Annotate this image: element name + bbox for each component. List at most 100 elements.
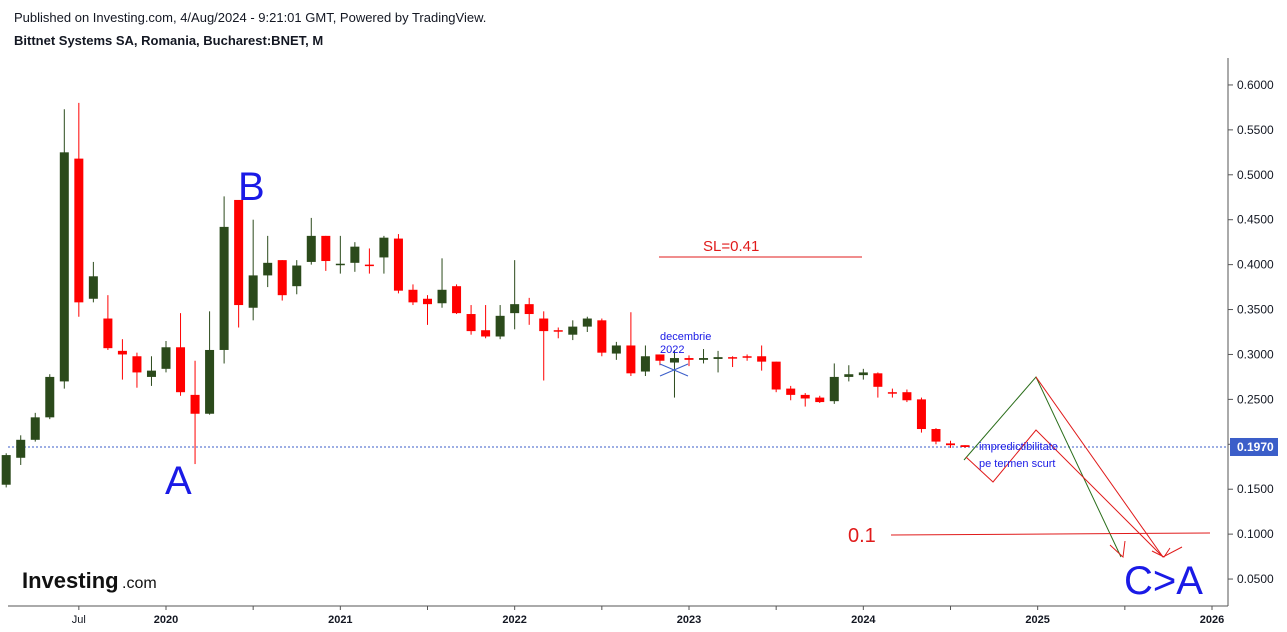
candle: [59, 109, 69, 389]
candle-body: [844, 374, 854, 377]
candle-body: [597, 320, 607, 353]
candle-body: [786, 388, 796, 395]
candle-body: [524, 304, 534, 315]
candle: [902, 389, 912, 403]
candle: [539, 311, 549, 381]
candle: [306, 217, 316, 265]
candle-body: [205, 349, 215, 414]
candle-body: [887, 392, 897, 394]
candle: [800, 393, 810, 407]
candle-body: [263, 262, 273, 276]
impred-label-2: pe termen scurt: [979, 458, 1055, 470]
x-tick-label: 2026: [1200, 614, 1224, 626]
candle-body: [916, 399, 926, 430]
candle: [379, 235, 389, 274]
candle: [117, 339, 127, 380]
candle: [786, 385, 796, 401]
candle-body: [364, 264, 374, 267]
candle-body: [960, 445, 970, 447]
candle-body: [321, 235, 331, 262]
candle: [88, 261, 98, 303]
candle: [728, 356, 738, 368]
candle: [858, 368, 868, 380]
candle: [350, 242, 360, 272]
y-tick-label: 0.6000: [1237, 78, 1274, 92]
y-tick-label: 0.3000: [1237, 347, 1274, 361]
target-line: [890, 532, 1211, 536]
candle: [103, 295, 113, 350]
candle: [408, 284, 418, 306]
candle-body: [611, 345, 621, 354]
candle: [292, 260, 302, 295]
candle-body: [640, 356, 650, 372]
candle-body: [45, 376, 55, 418]
candle: [510, 260, 520, 330]
x-tick-label: 2024: [851, 614, 876, 626]
candle-body: [829, 376, 839, 402]
target-label: 0.1: [848, 525, 876, 547]
decembrie-label-2: 2022: [660, 344, 684, 356]
candle-body: [568, 326, 578, 335]
candle: [684, 355, 694, 367]
candle: [248, 219, 258, 321]
symbol-title: Bittnet Systems SA, Romania, Bucharest:B…: [14, 33, 324, 48]
red-projection-outer: [1035, 376, 1183, 558]
candle-body: [873, 373, 883, 387]
candle-body: [379, 237, 389, 258]
candle: [74, 102, 84, 317]
candle: [597, 318, 607, 357]
candle-body: [771, 361, 781, 390]
candle-body: [16, 439, 26, 458]
candle: [176, 313, 186, 396]
candle-body: [59, 152, 69, 382]
candle-body: [161, 347, 171, 369]
candle: [713, 350, 723, 373]
candle-body: [306, 235, 316, 262]
y-tick-label: 0.4500: [1237, 213, 1274, 227]
label-b: B: [238, 165, 265, 209]
candle: [582, 316, 592, 332]
candle: [205, 311, 215, 415]
x-tick-label: Jul: [72, 614, 86, 626]
x-tick-label: 2021: [328, 614, 352, 626]
candle: [219, 196, 229, 364]
candle-body: [292, 265, 302, 287]
y-tick-label: 0.2500: [1237, 392, 1274, 406]
candle: [335, 235, 345, 274]
label-a: A: [165, 459, 192, 503]
candle-body: [713, 357, 723, 359]
candle-body: [30, 417, 40, 440]
published-header: Published on Investing.com, 4/Aug/2024 -…: [14, 10, 487, 25]
candle: [495, 305, 505, 340]
candle: [669, 349, 679, 398]
candle-body: [945, 443, 956, 446]
x-tick-label: 2023: [677, 614, 701, 626]
candle: [771, 361, 781, 393]
candle: [553, 327, 563, 339]
candle: [931, 428, 941, 445]
candle-body: [655, 354, 665, 361]
candle-body: [728, 357, 738, 359]
candle-body: [88, 276, 98, 299]
candle: [611, 341, 621, 360]
y-axis: 0.05000.10000.15000.20000.25000.30000.35…: [1227, 58, 1274, 606]
candle: [960, 445, 970, 448]
investing-logo: Investing .com: [22, 568, 157, 593]
candle-body: [219, 226, 229, 350]
arrow-head-1-icon: [1109, 540, 1126, 559]
candle: [30, 412, 40, 442]
svg-text:0.1970: 0.1970: [1237, 440, 1274, 454]
candle-body: [858, 372, 868, 376]
x-tick-label: 2020: [154, 614, 178, 626]
candle: [422, 295, 433, 325]
candle-body: [277, 260, 287, 296]
candle: [452, 284, 462, 315]
candle: [393, 234, 403, 294]
candle: [568, 320, 578, 341]
candle-body: [539, 318, 549, 332]
candle: [1, 453, 11, 488]
candle: [742, 354, 752, 361]
candle-body: [931, 429, 941, 442]
x-axis: Jul 2020 2021 2022 2023 2024 2025 2026: [8, 605, 1228, 626]
